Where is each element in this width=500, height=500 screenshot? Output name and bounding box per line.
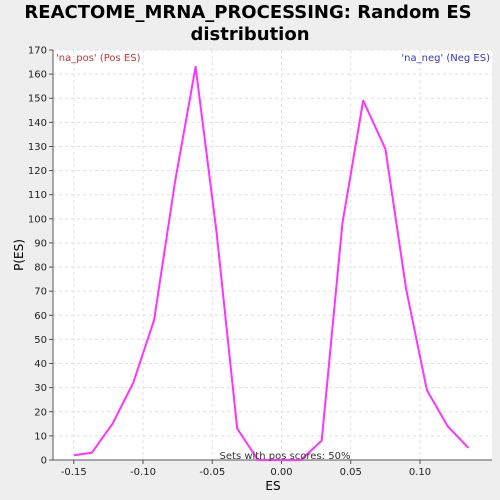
y-tick-label: 100: [28, 214, 47, 225]
y-tick-label: 80: [34, 263, 47, 274]
series-line: [73, 65, 470, 461]
y-tick-label: 90: [34, 238, 47, 249]
y-tick-label: 70: [34, 287, 47, 298]
y-tick-label: 0: [41, 456, 47, 467]
y-tick-label: 170: [28, 46, 47, 57]
legend-pos-label: 'na_pos' (Pos ES): [56, 53, 141, 64]
x-tick-label: 0.00: [270, 467, 292, 478]
x-tick-label: -0.05: [199, 467, 225, 478]
y-tick-label: 50: [34, 335, 47, 346]
grid-lines: [53, 49, 492, 461]
y-tick-label: 130: [28, 142, 47, 153]
x-axis-label: ES: [265, 479, 280, 493]
y-tick-label: 40: [34, 359, 47, 370]
y-tick-label: 10: [34, 431, 47, 442]
x-tick-label: 0.10: [409, 467, 431, 478]
y-tick-label: 20: [34, 407, 47, 418]
y-axis-ticks: 0 10 20 30 40 50 60 70 80 90 100 110 120 130 140 150 160…: [28, 46, 53, 467]
chart-title-line-1: REACTOME_MRNA_PROCESSING: Random ES: [24, 2, 471, 23]
x-tick-label: -0.10: [130, 467, 156, 478]
y-tick-label: 110: [28, 190, 47, 201]
y-tick-label: 120: [28, 166, 47, 177]
x-tick-label: -0.15: [61, 467, 87, 478]
y-tick-label: 30: [34, 383, 47, 394]
pos-scores-annotation: Sets with pos scores: 50%: [220, 451, 351, 462]
x-axis-ticks: -0.15 -0.10 -0.05 0.00 0.05 0.10: [61, 460, 431, 478]
y-tick-label: 60: [34, 311, 47, 322]
y-tick-label: 150: [28, 94, 47, 105]
series-lines: [73, 65, 470, 461]
plot-area: [53, 50, 492, 460]
chart-title-line-2: distribution: [190, 24, 309, 45]
y-tick-label: 160: [28, 70, 47, 81]
x-tick-label: 0.05: [340, 467, 362, 478]
legend-neg-label: 'na_neg' (Neg ES): [401, 53, 490, 64]
y-tick-label: 140: [28, 118, 47, 129]
y-axis-label: P(ES): [12, 239, 26, 271]
